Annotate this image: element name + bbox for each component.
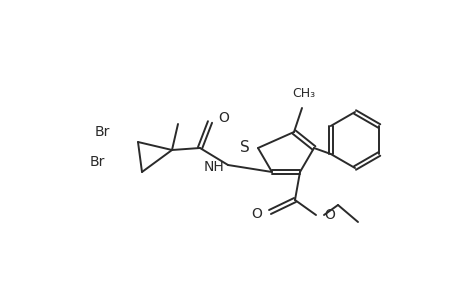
Text: Br: Br — [90, 155, 105, 169]
Text: S: S — [240, 140, 249, 155]
Text: Br: Br — [95, 125, 110, 139]
Text: NH: NH — [203, 160, 224, 174]
Text: O: O — [323, 208, 334, 222]
Text: CH₃: CH₃ — [292, 87, 315, 100]
Text: O: O — [251, 207, 262, 221]
Text: O: O — [218, 111, 229, 125]
